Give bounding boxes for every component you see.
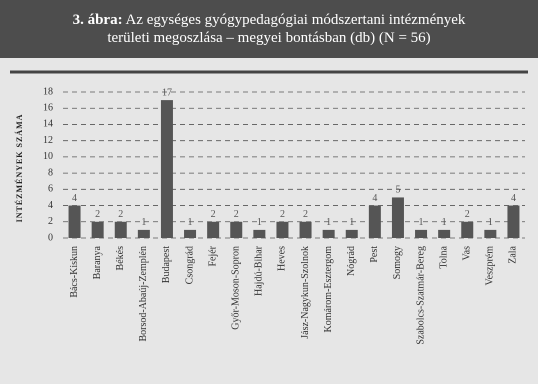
bar <box>345 229 358 238</box>
x-tick-label: Nógrád <box>346 246 357 276</box>
value-label: 1 <box>419 217 424 228</box>
value-label: 5 <box>395 185 400 196</box>
value-label: 1 <box>488 217 493 228</box>
y-tick-label: 18 <box>43 86 53 97</box>
x-tick-label: Tolna <box>438 245 449 268</box>
bar <box>137 229 150 238</box>
bar <box>207 221 220 238</box>
x-tick-label: Szabolcs-Szatmár-Bereg <box>415 246 426 345</box>
bar <box>253 229 266 238</box>
bar <box>484 229 497 238</box>
chart-title: Az egységes gyógypedagógiai módszertani … <box>125 12 466 28</box>
bar <box>438 229 451 238</box>
value-label: 1 <box>442 217 447 228</box>
figure-label: 3. ábra: <box>72 12 123 28</box>
x-tick-label: Csongrád <box>184 246 195 284</box>
y-tick-label: 8 <box>48 167 53 178</box>
bar <box>322 229 335 238</box>
bar <box>368 205 381 238</box>
x-tick-label: Borsod-Abaúj-Zemplén <box>138 246 149 342</box>
x-tick-label: Bács-Kiskun <box>69 246 80 298</box>
x-tick-label: Budapest <box>161 246 172 283</box>
value-label: 1 <box>257 217 262 228</box>
bar <box>184 229 197 238</box>
y-tick-label: 12 <box>43 135 53 146</box>
x-tick-label: Fejér <box>207 245 218 266</box>
y-tick-label: 2 <box>48 216 53 227</box>
chart: INTÉZMÉNYEK SZÁMA 024681012141618Bács-Ki… <box>10 70 528 345</box>
bar <box>276 221 289 238</box>
x-tick-label: Baranya <box>92 245 103 279</box>
value-label: 1 <box>188 217 193 228</box>
header: 3. ábra: Az egységes gyógypedagógiai mód… <box>0 0 538 58</box>
bar <box>415 229 428 238</box>
bar <box>68 205 81 238</box>
x-tick-label: Komárom-Esztergom <box>323 246 334 333</box>
y-axis-label: INTÉZMÉNYEK SZÁMA <box>14 114 24 223</box>
value-label: 2 <box>280 209 285 220</box>
x-tick-label: Győr-Moson-Sopron <box>231 246 242 330</box>
x-tick-label: Hajdú-Bihar <box>254 245 265 296</box>
bar <box>91 221 104 238</box>
value-label: 4 <box>511 193 516 204</box>
bar <box>114 221 127 238</box>
chart-title: területi megoszlása – megyei bontásban (… <box>107 30 431 46</box>
value-label: 2 <box>118 209 123 220</box>
value-label: 2 <box>211 209 216 220</box>
bar <box>507 205 520 238</box>
x-tick-label: Veszprém <box>485 246 496 286</box>
x-tick-label: Somogy <box>392 246 403 279</box>
y-tick-label: 0 <box>48 232 53 243</box>
value-label: 2 <box>95 209 100 220</box>
value-label: 4 <box>72 193 77 204</box>
value-label: 4 <box>372 193 377 204</box>
x-tick-label: Pest <box>369 246 380 263</box>
bar <box>391 197 404 238</box>
y-tick-label: 4 <box>48 200 53 211</box>
x-tick-label: Békés <box>115 246 126 271</box>
value-label: 2 <box>303 209 308 220</box>
x-tick-label: Zala <box>508 245 519 263</box>
y-tick-label: 16 <box>43 103 53 114</box>
value-label: 1 <box>349 217 354 228</box>
value-label: 1 <box>141 217 146 228</box>
x-tick-label: Heves <box>277 246 288 271</box>
y-tick-label: 14 <box>43 119 53 130</box>
value-label: 2 <box>234 209 239 220</box>
value-label: 2 <box>465 209 470 220</box>
y-tick-label: 10 <box>43 151 53 162</box>
x-tick-label: Jász-Nagykun-Szolnok <box>300 246 311 339</box>
bar <box>230 221 243 238</box>
value-label: 1 <box>326 217 331 228</box>
bar <box>299 221 312 238</box>
bar <box>461 221 474 238</box>
x-tick-label: Vas <box>462 246 473 261</box>
value-label: 17 <box>162 87 172 98</box>
bar <box>160 100 173 238</box>
y-tick-label: 6 <box>48 184 53 195</box>
